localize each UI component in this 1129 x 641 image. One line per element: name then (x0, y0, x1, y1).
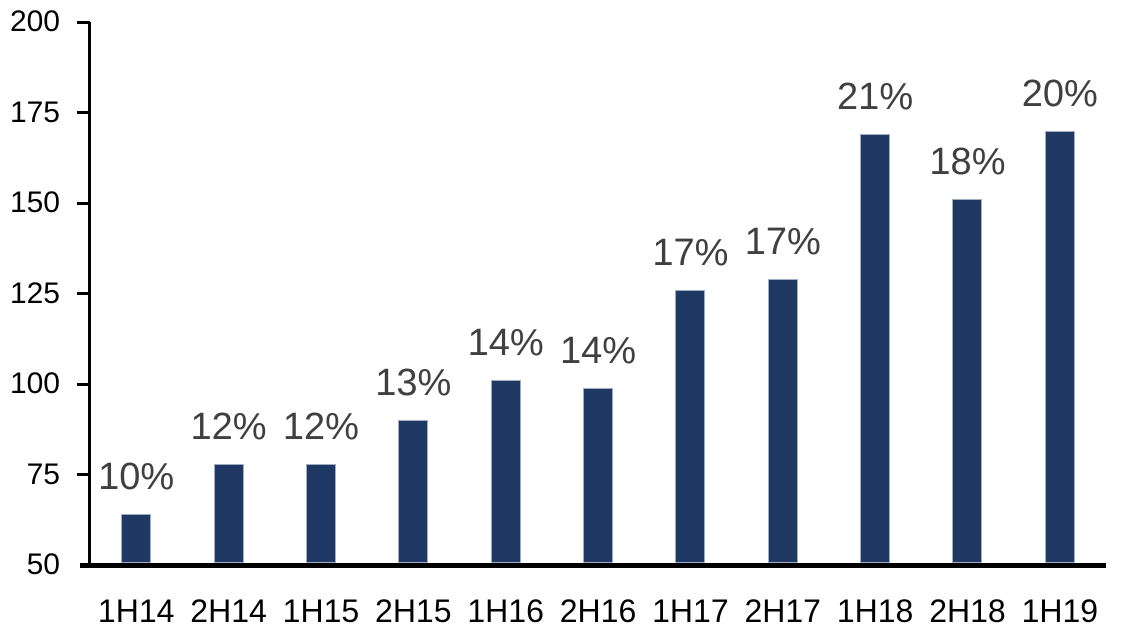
bar (305, 464, 336, 563)
x-tick-label: 2H17 (744, 593, 821, 629)
x-tick-label: 1H18 (836, 593, 914, 629)
bar-data-label: 12% (190, 406, 267, 448)
y-axis-line (88, 22, 91, 567)
x-tick-label: 2H18 (929, 593, 1006, 629)
bar (675, 290, 706, 563)
y-tick-mark (77, 111, 90, 114)
y-tick-label: 125 (9, 276, 60, 310)
bar (213, 464, 244, 563)
x-tick-label: 1H14 (97, 593, 175, 629)
x-tick-label: 1H15 (282, 593, 360, 629)
bar-data-label: 10% (98, 456, 175, 498)
x-axis-line (80, 563, 1106, 568)
y-tick-label: 100 (9, 367, 60, 400)
bar (583, 388, 613, 563)
x-tick-label: 1H16 (467, 593, 544, 629)
x-tick-label: 2H14 (190, 593, 267, 629)
y-tick-mark (77, 292, 90, 295)
x-tick-label: 2H15 (375, 593, 452, 629)
y-tick-label: 75 (26, 457, 60, 491)
bar (121, 514, 152, 563)
bar-data-label: 17% (744, 221, 821, 263)
bar (860, 134, 891, 563)
bar (952, 199, 983, 563)
bar-data-label: 17% (652, 232, 729, 274)
y-tick-label: 200 (9, 5, 60, 38)
x-tick-label: 1H19 (1021, 593, 1099, 629)
bar (767, 279, 798, 563)
bar-data-label: 21% (837, 76, 914, 118)
y-tick-mark (77, 473, 90, 476)
bar (1044, 131, 1075, 563)
bar-data-label: 14% (559, 330, 637, 372)
bar (490, 380, 521, 563)
x-tick-label: 2H16 (559, 593, 637, 629)
bar-data-label: 14% (467, 322, 544, 364)
y-tick-mark (77, 201, 90, 205)
bar-data-label: 12% (282, 406, 359, 448)
y-tick-label: 50 (26, 548, 60, 581)
bar-data-label: 20% (1021, 73, 1098, 115)
bar-data-label: 13% (375, 362, 452, 404)
y-tick-label: 175 (9, 95, 60, 129)
y-tick-mark (77, 382, 90, 386)
bar-data-label: 18% (929, 141, 1006, 183)
bar (398, 420, 429, 563)
y-tick-label: 150 (9, 186, 60, 219)
x-tick-label: 1H17 (652, 593, 729, 629)
y-tick-mark (77, 20, 90, 24)
